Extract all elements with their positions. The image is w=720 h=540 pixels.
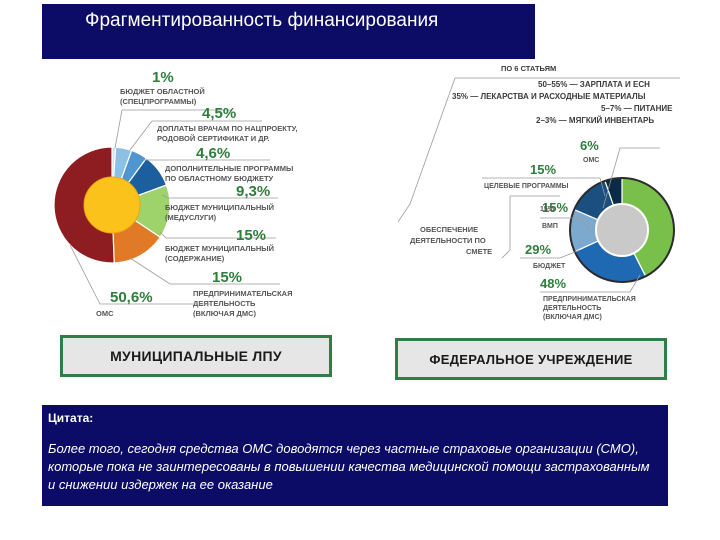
leader-line (540, 274, 641, 293)
quote-panel: Цитата: Более того, сегодня средства ОМС… (42, 405, 668, 506)
municipal-lpu-box: МУНИЦИПАЛЬНЫЕ ЛПУ (60, 335, 332, 377)
municipal-label-line: БЮДЖЕТ МУНИЦИПАЛЬНЫЙ (165, 203, 274, 212)
federal-label-line: ОМС (583, 157, 599, 164)
federal-vmp-small-percent: 15% (540, 206, 555, 213)
federal-label-line: (ВКЛЮЧАЯ ДМС) (543, 314, 602, 321)
municipal-percent-5: 15% (212, 269, 242, 286)
municipal-label-line: (МЕДУСЛУГИ) (165, 213, 217, 222)
federal-label-3: 29% БЮДЖЕТ (520, 242, 581, 270)
municipal-pie-center (83, 176, 141, 234)
municipal-percent-0: 1% (152, 69, 174, 86)
federal-percent-3: 29% (525, 242, 551, 257)
municipal-label-1: 4,5% ДОПЛАТЫ ВРАЧАМ ПО НАЦПРОЕКТУ,РОДОВОЙ… (129, 105, 298, 151)
title-banner (42, 4, 535, 59)
support-line: ОБЕСПЕЧЕНИЕ (420, 225, 478, 234)
articles-line: 50–55% — ЗАРПЛАТА И ЕСН (538, 80, 650, 89)
federal-institution-box: ФЕДЕРАЛЬНОЕ УЧРЕЖДЕНИЕ (395, 338, 667, 380)
municipal-percent-1: 4,5% (202, 105, 236, 122)
leader-line (69, 244, 210, 305)
articles-line: 35% — ЛЕКАРСТВА И РАСХОДНЫЕ МАТЕРИАЛЫ (452, 92, 646, 101)
federal-label-line: ВМП (542, 223, 558, 230)
federal-label-line: ЦЕЛЕВЫЕ ПРОГРАММЫ (484, 183, 569, 190)
leader-line (129, 257, 280, 285)
articles-leader (397, 77, 680, 223)
municipal-percent-3: 9,3% (236, 183, 270, 200)
municipal-percent-4: 15% (236, 227, 266, 244)
municipal-label-line: (СПЕЦПРОГРАММЫ) (120, 97, 197, 106)
federal-label-line: БЮДЖЕТ (533, 263, 566, 270)
municipal-label-3: 9,3% БЮДЖЕТ МУНИЦИПАЛЬНЫЙ(МЕДУСЛУГИ) (161, 183, 278, 222)
leader-line (520, 249, 581, 259)
quote-text: Более того, сегодня средства ОМС доводят… (48, 441, 650, 492)
municipal-label-line: БЮДЖЕТ МУНИЦИПАЛЬНЫЙ (165, 244, 274, 253)
municipal-label-line: ПО ОБЛАСТНОМУ БЮДЖЕТУ (165, 174, 274, 183)
municipal-label-0: 1%БЮДЖЕТ ОБЛАСТНОЙ(СПЕЦПРОГРАММЫ) (114, 69, 232, 149)
municipal-label-line: ДОПЛАТЫ ВРАЧАМ ПО НАЦПРОЕКТУ, (157, 124, 298, 133)
federal-percent-0: 6% (580, 138, 599, 153)
federal-pie-center (595, 203, 649, 257)
municipal-funding-diagram: 1%БЮДЖЕТ ОБЛАСТНОЙ(СПЕЦПРОГРАММЫ)4,5%ДОП… (53, 69, 298, 318)
municipal-label-line: ДЕЯТЕЛЬНОСТЬ (193, 299, 256, 308)
municipal-label-line: ПРЕДПРИНИМАТЕЛЬСКАЯ (193, 289, 292, 298)
municipal-label-4: 15%БЮДЖЕТ МУНИЦИПАЛЬНЫЙ(СОДЕРЖАНИЕ) (159, 227, 276, 263)
federal-percent-1: 15% (530, 162, 556, 177)
municipal-label-line: (ВКЛЮЧАЯ ДМС) (193, 309, 257, 318)
leader-line (602, 147, 660, 209)
leader-line (482, 177, 606, 197)
municipal-label-line: РОДОВОЙ СЕРТИФИКАТ И ДР. (157, 134, 270, 143)
leader-line (129, 120, 262, 151)
leader-line (114, 109, 232, 149)
federal-funding-diagram: ПО 6 СТАТЬЯМ 50–55% — ЗАРПЛАТА И ЕСН 35% —… (397, 64, 680, 321)
municipal-label-line: ДОПОЛНИТЕЛЬНЫЕ ПРОГРАММЫ (165, 164, 293, 173)
municipal-label-line: БЮДЖЕТ ОБЛАСТНОЙ (120, 87, 205, 96)
municipal-slice-4 (110, 184, 171, 239)
page-title: Фрагментированность финансирования (85, 10, 439, 31)
articles-line: 5–7% — ПИТАНИЕ (601, 104, 673, 113)
leader-line (161, 194, 278, 199)
articles-line: 2–3% — МЯГКИЙ ИНВЕНТАРЬ (536, 116, 654, 125)
support-bracket (501, 195, 560, 259)
municipal-label-line: ОМС (96, 309, 114, 318)
federal-label-2: 15% ВМП (540, 200, 591, 231)
municipal-percent-6: 50,6% (110, 289, 153, 306)
municipal-label-line: (СОДЕРЖАНИЕ) (165, 254, 225, 263)
federal-label-0: 6% ОМС (580, 138, 660, 209)
articles-block: ПО 6 СТАТЬЯМ 50–55% — ЗАРПЛАТА И ЕСН 35% —… (397, 64, 680, 223)
support-block: ОБЕСПЕЧЕНИЕ ДЕЯТЕЛЬНОСТИ ПО СМЕТЕ (410, 195, 560, 259)
quote-label: Цитата: (48, 411, 94, 425)
leader-line (540, 217, 591, 231)
municipal-label-6: 50,6% ОМС (69, 244, 210, 318)
municipal-label-5: 15% ПРЕДПРИНИМАТЕЛЬСКАЯДЕЯТЕЛЬНОСТЬ(ВКЛЮЧ… (129, 257, 292, 318)
federal-percent-2: 15% (542, 200, 568, 215)
federal-percent-4: 48% (540, 276, 566, 291)
federal-label-line: ДЕЯТЕЛЬНОСТЬ (543, 305, 601, 312)
municipal-percent-2: 4,6% (196, 145, 230, 162)
leader-line (159, 231, 276, 239)
federal-pie-rim (569, 177, 675, 283)
federal-label-4: 48% ПРЕДПРИНИМАТЕЛЬСКАЯ ДЕЯТЕЛЬНОСТЬ (ВКЛЮЧ… (540, 274, 641, 321)
federal-label-1: 15% ЦЕЛЕВЫЕ ПРОГРАММЫ (482, 162, 606, 197)
support-line: СМЕТЕ (466, 247, 492, 256)
articles-heading: ПО 6 СТАТЬЯМ (501, 64, 556, 73)
federal-label-line: ПРЕДПРИНИМАТЕЛЬСКАЯ (543, 296, 636, 303)
support-line: ДЕЯТЕЛЬНОСТИ ПО (410, 236, 486, 245)
